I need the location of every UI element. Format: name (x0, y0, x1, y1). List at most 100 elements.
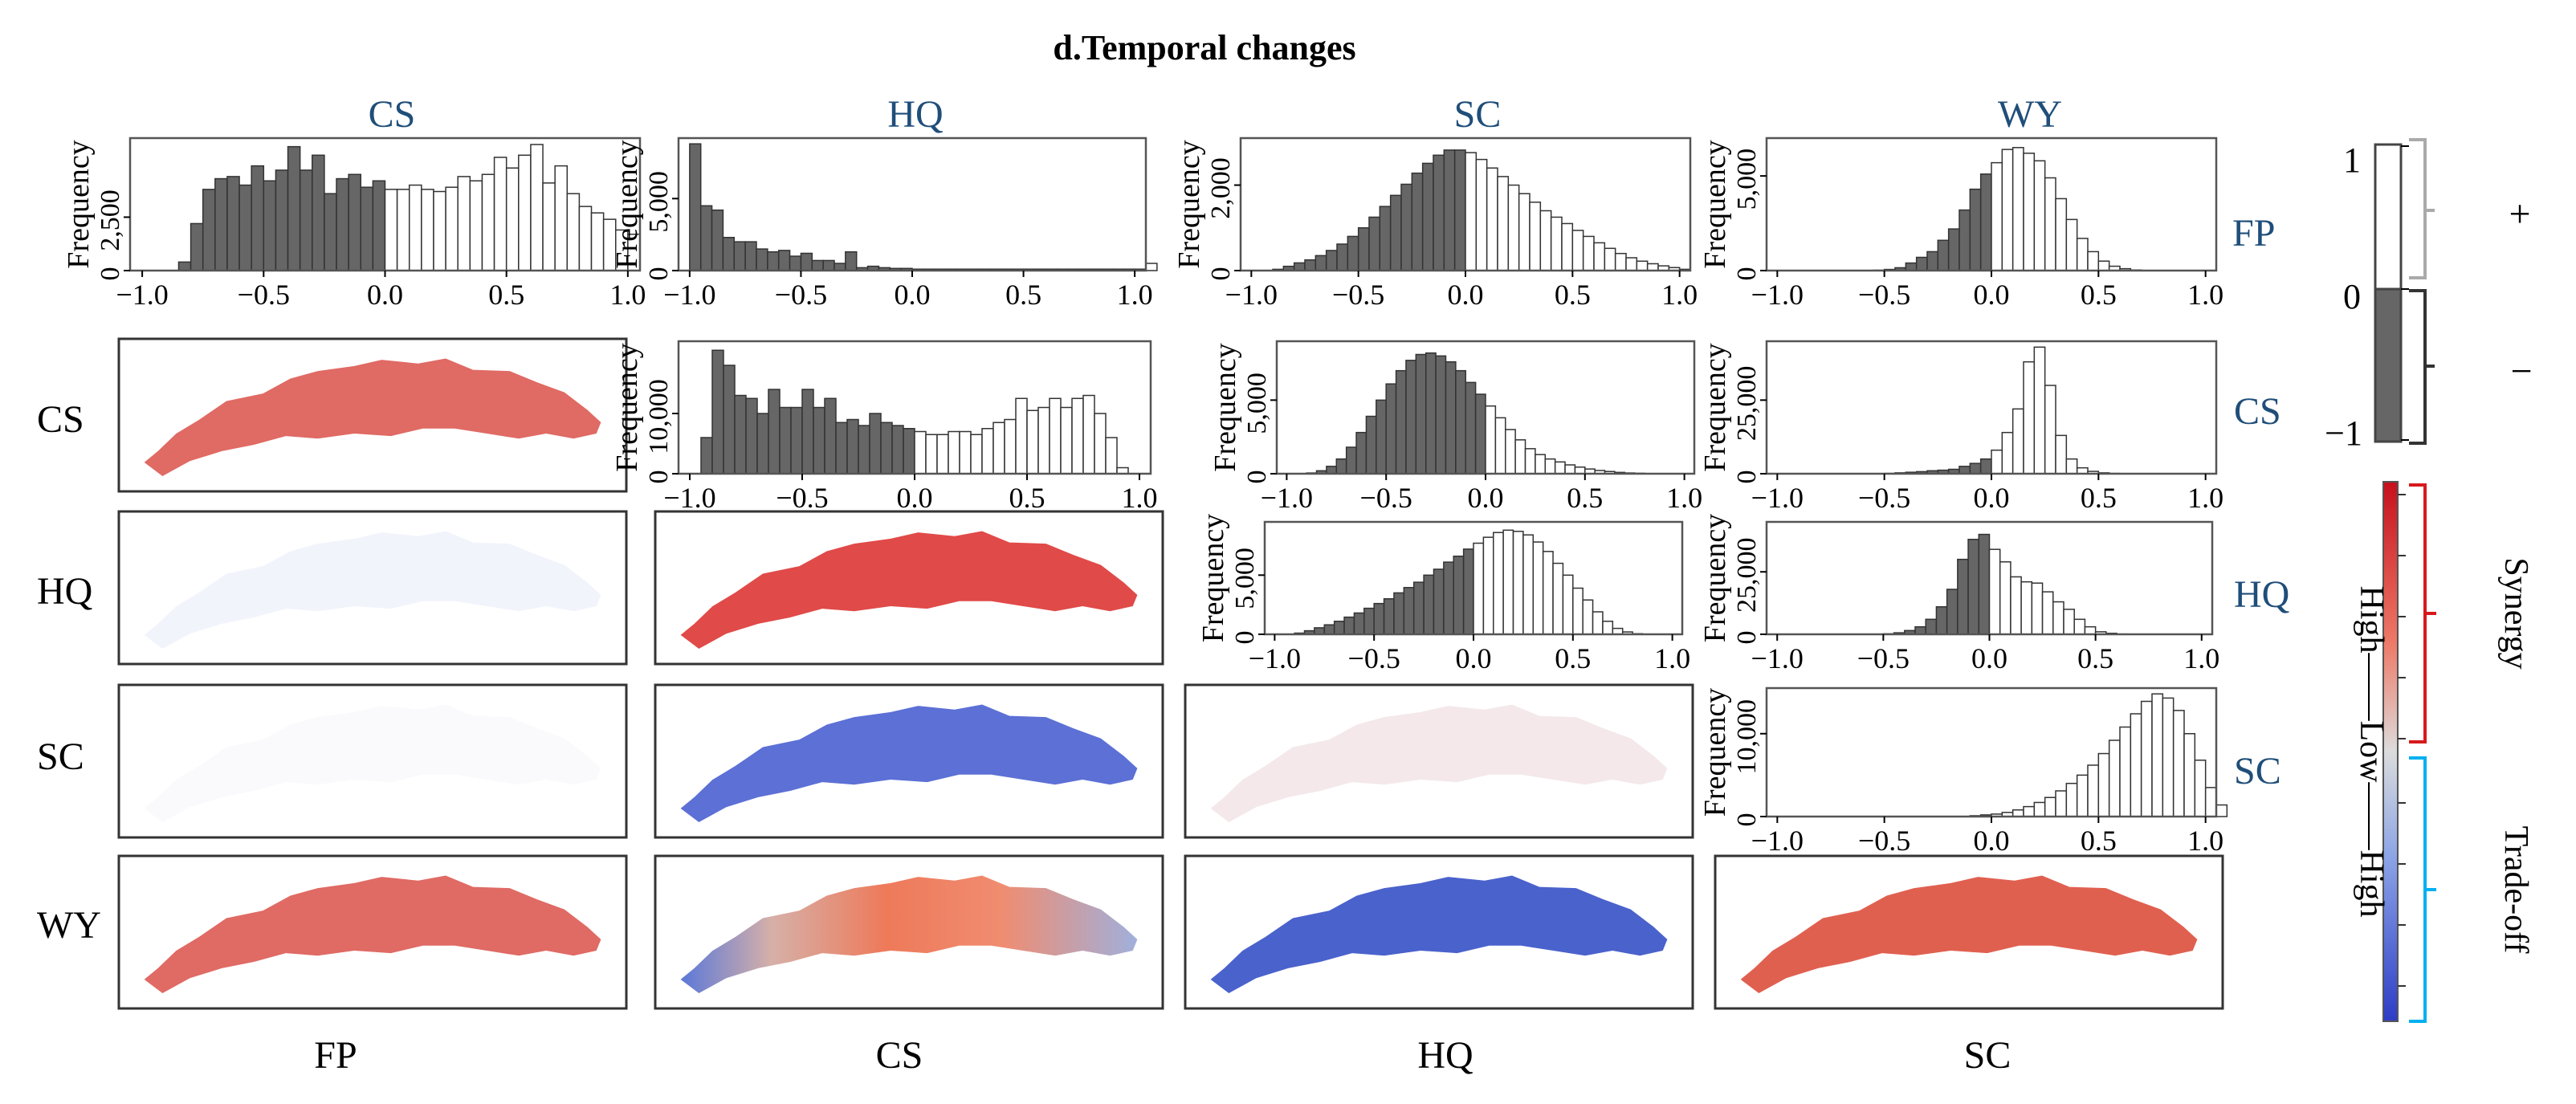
hist-bar (312, 154, 325, 271)
hist-bar (711, 349, 724, 475)
hist-bar (408, 184, 422, 271)
map-sc-cs (654, 683, 1164, 839)
hist-bar (925, 434, 938, 475)
map-cs-fp (117, 337, 628, 493)
hist-bar (2130, 713, 2142, 817)
minus-label: − (2510, 350, 2532, 393)
x-tick-label: −1.0 (663, 482, 715, 514)
hist-bar (1542, 551, 1554, 635)
hist-bar (1453, 555, 1465, 635)
x-tick-label: 0.5 (1555, 279, 1591, 311)
hist-bar (1482, 536, 1494, 635)
x-tick-label: −0.5 (238, 279, 290, 311)
x-tick-label: 1.0 (2187, 279, 2223, 311)
hist-bar (2011, 408, 2024, 475)
hist-bar (1636, 260, 1649, 271)
map-wy-cs (654, 854, 1164, 1010)
hist-bar (2194, 760, 2207, 817)
x-tick-label: 1.0 (1661, 279, 1698, 311)
hist-bar (914, 430, 927, 475)
y-tick-label: 5,000 (1242, 373, 1272, 434)
hist-bar (566, 193, 581, 271)
hist-bar (2063, 609, 2075, 635)
hist-bar (822, 259, 835, 271)
hist-bar (1325, 250, 1338, 271)
bottom-label-cs: CS (876, 1034, 923, 1077)
hist-bar (1343, 616, 1355, 635)
hist-bar (1937, 239, 1950, 271)
hist-bar (1412, 581, 1425, 635)
hist-bar (1925, 618, 1938, 635)
hist-bar (554, 165, 569, 271)
hist-bar (493, 157, 507, 271)
hist-bar (2055, 790, 2068, 817)
x-tick-label: −1.0 (1261, 482, 1313, 514)
row-left-label-cs: CS (37, 398, 84, 441)
y-tick-label: 5,000 (644, 171, 674, 233)
y-tick-label: 10,000 (1732, 699, 1762, 775)
hist-bar (1385, 383, 1397, 475)
hist-bar (834, 263, 846, 271)
hist-bar (1082, 394, 1095, 475)
hist-bar (2073, 618, 2086, 635)
hist-bar (1946, 589, 1958, 635)
x-tick-label: −1.0 (1751, 642, 1804, 674)
hist-bar (384, 189, 398, 271)
hist-bar (1333, 621, 1345, 635)
hist-bar (2076, 774, 2089, 817)
y-axis-label: Frequency (1698, 343, 1732, 471)
hist-bar (1969, 188, 1982, 271)
x-tick-label: 1.0 (2187, 825, 2223, 857)
hist-bar (2204, 787, 2217, 817)
map-wy-fp (117, 854, 628, 1010)
hist-bar (1561, 222, 1574, 271)
hist-bar (1988, 548, 2001, 635)
x-tick-label: 0.0 (1468, 482, 1504, 514)
hist-bar (745, 397, 758, 475)
hist-bar (518, 154, 532, 271)
hist-bar (1347, 235, 1359, 271)
hist-bar (1433, 568, 1445, 635)
hist-bar (275, 169, 289, 271)
hist-bar (801, 389, 814, 475)
hist-bar (1604, 247, 1616, 271)
y-tick-label: 0 (1206, 267, 1236, 281)
y-tick-label: 2,000 (1206, 157, 1236, 219)
y-tick-label: 0 (1732, 471, 1762, 484)
hist-bar (2052, 601, 2064, 635)
hist-bar (948, 430, 960, 475)
y-tick-label: 0 (1732, 631, 1762, 645)
x-tick-label: 0.0 (1974, 825, 2010, 857)
bottom-label-fp: FP (314, 1034, 357, 1077)
row-left-label-wy: WY (37, 904, 101, 947)
col-header-cs: CS (369, 93, 416, 136)
hist-bar (1914, 625, 1926, 635)
hist-bar (1037, 406, 1050, 475)
x-tick-label: 0.5 (2081, 279, 2117, 311)
hist-bar (858, 425, 870, 475)
hist-bar (2140, 700, 2153, 817)
hist-bar (1474, 393, 1486, 475)
map-hq-cs (654, 510, 1164, 666)
hist-bar (2044, 177, 2056, 271)
hist-bar (981, 428, 994, 475)
hist-bar (1415, 353, 1427, 475)
x-tick-label: 1.0 (2183, 642, 2219, 674)
hist-bar (2001, 149, 2014, 271)
hist-bar (1512, 531, 1524, 635)
hist-bar (2055, 198, 2068, 271)
x-tick-label: −1.0 (1751, 482, 1804, 514)
hist-bar (1493, 532, 1504, 635)
hist-bar (1497, 176, 1510, 271)
row-left-label-hq: HQ (37, 570, 92, 613)
hist-bar (723, 365, 736, 475)
hist-bar (348, 173, 362, 271)
plus-label: + (2509, 193, 2530, 235)
x-tick-label: −0.5 (1348, 642, 1400, 674)
hist-bar (396, 189, 410, 271)
sign-bar-negative (2374, 287, 2403, 443)
hist-bar (1991, 161, 2003, 271)
